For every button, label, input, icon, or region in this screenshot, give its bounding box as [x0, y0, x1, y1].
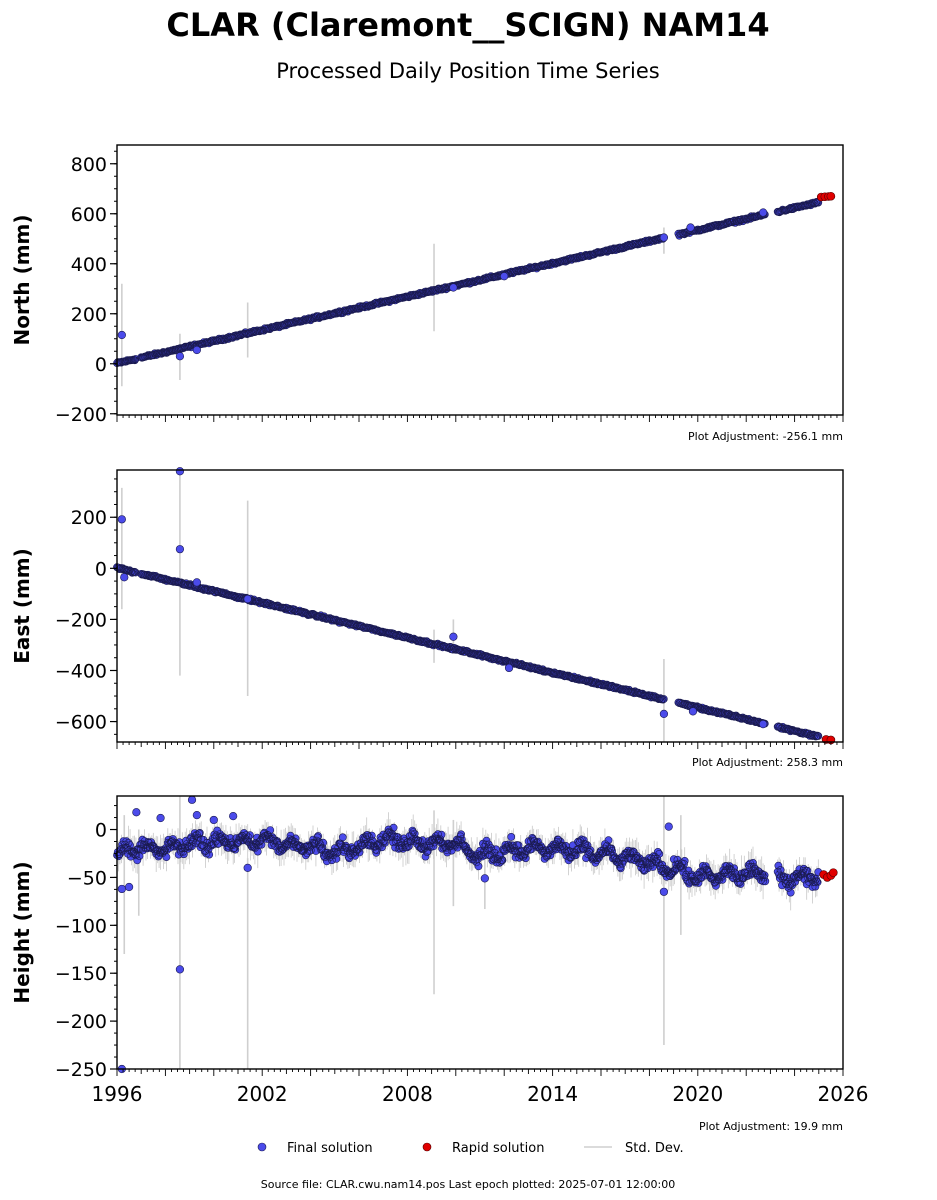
x-tick-label: 2014	[527, 1082, 578, 1106]
height-axes: −250 −200 −150 −100 −50 0 1996 2002 2008 2014 2020…	[55, 795, 869, 1106]
height-final-point	[209, 815, 218, 825]
height-final-point	[187, 795, 197, 804]
north-y-tick-label: −200	[55, 404, 107, 426]
north-final-point	[175, 352, 185, 361]
east-final-point	[120, 573, 129, 582]
legend-rapid-label: Rapid solution	[452, 1141, 544, 1156]
east-plot-adjustment: Plot Adjustment: 258.3 mm	[692, 756, 843, 769]
east-final-point	[243, 594, 252, 604]
east-y-axis-label: East (mm)	[10, 548, 34, 664]
height-y-tick-label: −250	[55, 1059, 107, 1081]
east-y-tick-label: −600	[55, 712, 107, 734]
x-tick-label: 2008	[382, 1082, 433, 1106]
height-final-series	[113, 823, 823, 897]
height-final-point	[125, 882, 134, 892]
north-axes: −200 0 200 400 600 800	[55, 144, 844, 426]
north-rapid-point	[826, 191, 836, 201]
north-final-series	[113, 198, 823, 367]
height-final-point	[132, 808, 141, 817]
legend-stddev-label: Std. Dev.	[625, 1141, 684, 1156]
legend-final-marker	[257, 1142, 267, 1152]
north-final-point	[686, 223, 695, 232]
height-final-point	[175, 965, 185, 974]
east-final-point	[175, 467, 185, 476]
east-final-point	[659, 709, 669, 719]
east-y-tick-label: 0	[95, 558, 107, 580]
height-rapid-points	[819, 868, 838, 882]
height-final-point	[117, 884, 126, 894]
north-final-point	[117, 330, 126, 340]
east-y-tick-label: 200	[71, 507, 107, 529]
north-final-point	[659, 233, 669, 242]
height-final-point	[480, 874, 489, 883]
east-panel: −600 −400 −200 0 200 East (mm) Plot Adjustme…	[10, 467, 844, 769]
north-final-point	[449, 283, 458, 292]
height-final-points	[113, 795, 823, 1074]
north-y-tick-label: 400	[71, 254, 107, 276]
north-y-tick-label: 0	[95, 354, 107, 376]
east-final-point	[504, 663, 514, 673]
east-y-tick-label: −200	[55, 609, 107, 631]
east-y-tick-label: −400	[55, 660, 107, 682]
height-y-tick-label: −200	[55, 1011, 107, 1033]
height-final-point	[659, 887, 669, 896]
north-y-tick-label: 600	[71, 204, 107, 226]
north-y-axis-label: North (mm)	[10, 214, 34, 345]
height-panel: −250 −200 −150 −100 −50 0 1996 2002 2008 2014 2020…	[10, 795, 869, 1133]
height-y-tick-label: 0	[95, 820, 107, 842]
east-final-points	[113, 467, 823, 741]
north-final-point	[759, 208, 768, 217]
north-final-point	[192, 345, 201, 355]
north-y-tick-label: 200	[71, 304, 107, 326]
legend-rapid-marker	[422, 1142, 432, 1152]
east-axes: −600 −400 −200 0 200	[55, 469, 844, 749]
x-tick-label: 2020	[672, 1082, 723, 1106]
east-final-point	[449, 632, 458, 641]
height-y-tick-label: −100	[55, 915, 107, 937]
height-y-tick-label: −150	[55, 963, 107, 985]
height-rapid-point	[829, 868, 838, 877]
chart-subtitle: Processed Daily Position Time Series	[276, 59, 660, 83]
chart-title: CLAR (Claremont__SCIGN) NAM14	[166, 6, 769, 44]
height-y-axis-label: Height (mm)	[10, 861, 34, 1003]
east-final-point	[759, 720, 768, 729]
x-tick-label: 1996	[92, 1082, 143, 1106]
x-tick-label: 2002	[237, 1082, 288, 1106]
legend-final-label: Final solution	[287, 1141, 373, 1156]
north-final-points	[113, 198, 823, 367]
east-final-point	[117, 515, 126, 524]
x-tick-label: 2026	[818, 1082, 869, 1106]
north-rapid-points	[816, 191, 836, 202]
east-final-series	[113, 563, 823, 741]
north-final-point	[500, 272, 509, 281]
source-footer: Source file: CLAR.cwu.nam14.pos Last epo…	[261, 1178, 676, 1191]
height-final-point	[156, 813, 165, 823]
height-plot-adjustment: Plot Adjustment: 19.9 mm	[699, 1120, 843, 1133]
height-y-tick-label: −50	[67, 867, 107, 889]
height-final-point	[229, 812, 238, 821]
east-final-point	[688, 707, 698, 716]
east-final-point	[192, 578, 201, 587]
height-final-point	[243, 863, 252, 872]
north-plot-adjustment: Plot Adjustment: -256.1 mm	[688, 430, 843, 443]
height-final-point	[192, 811, 201, 820]
east-final-point	[175, 545, 185, 554]
legend: Final solution Rapid solution Std. Dev.	[257, 1141, 684, 1156]
north-panel: −200 0 200 400 600 800 North (mm) Plot Adjust…	[10, 144, 844, 443]
north-y-tick-label: 800	[71, 154, 107, 176]
height-final-point	[664, 822, 673, 831]
